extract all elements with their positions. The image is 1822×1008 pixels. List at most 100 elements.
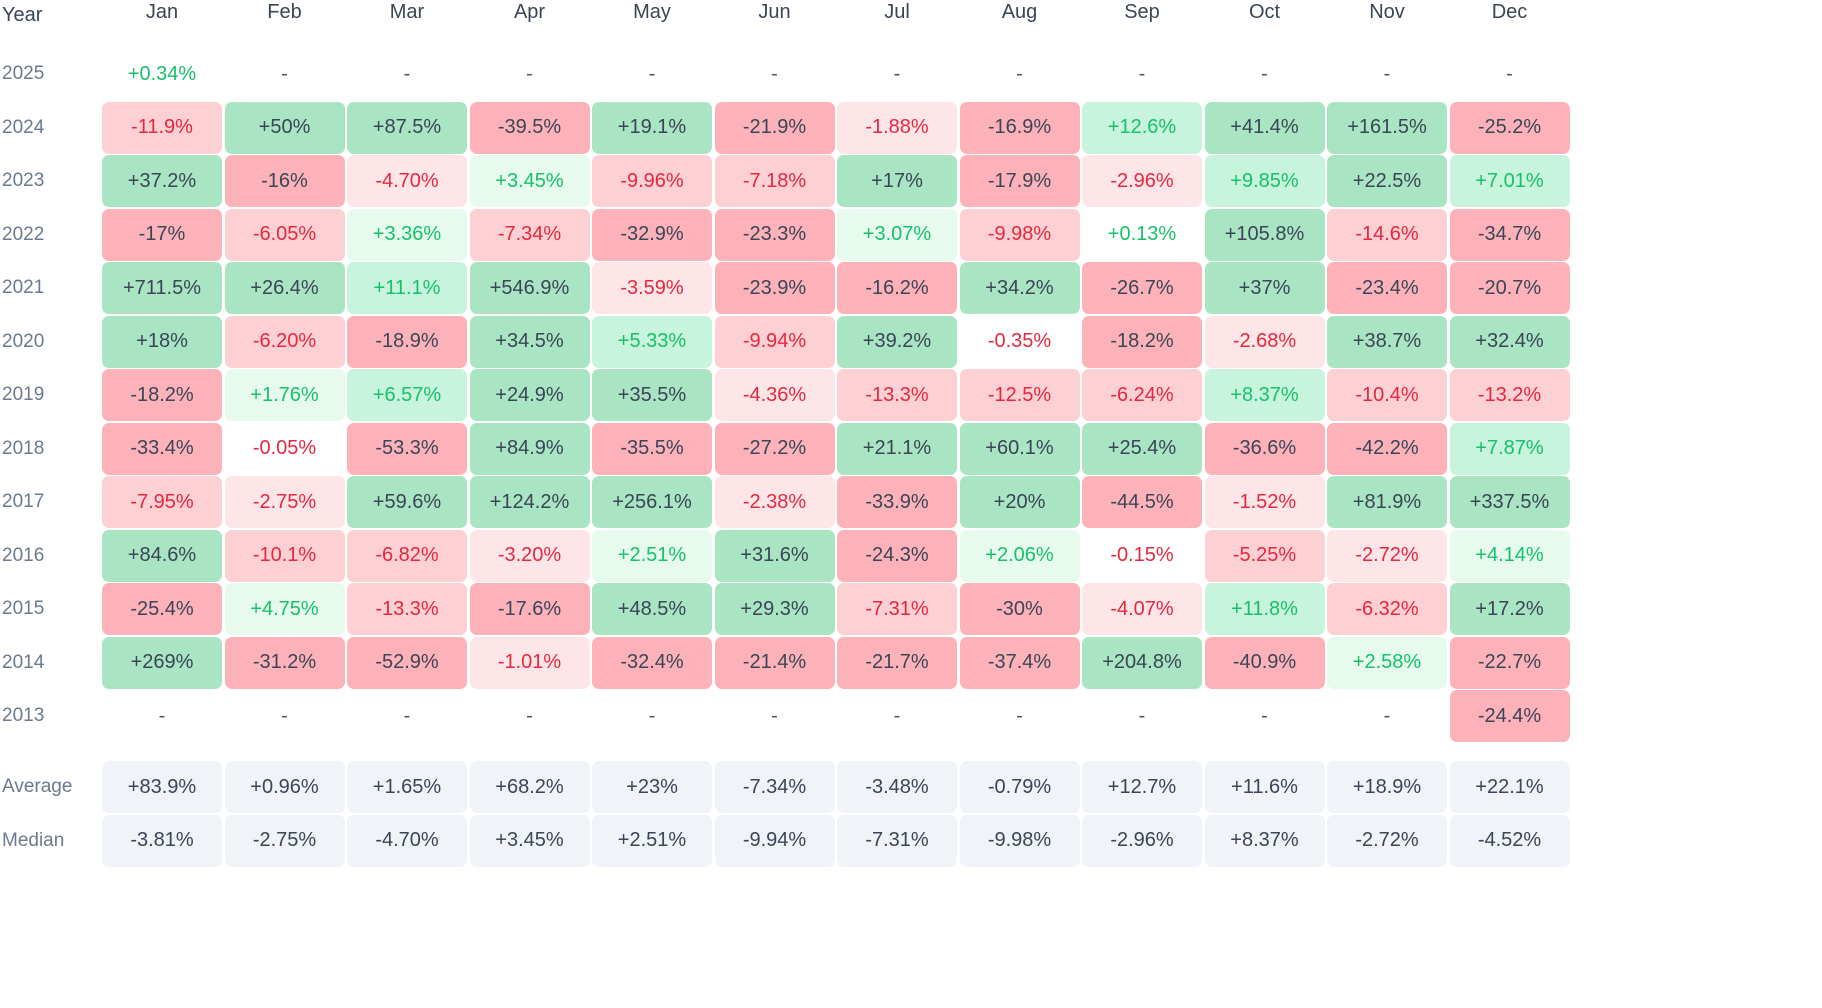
heatmap-cell-2022-feb: -6.05% xyxy=(224,208,345,261)
heatmap-cell-2025-may: - xyxy=(648,62,656,85)
heatmap-cell-2016-jan: +84.6% xyxy=(102,529,222,582)
year-label-2014: 2014 xyxy=(2,651,45,673)
heatmap-cell-2024-feb: +50% xyxy=(224,101,345,154)
summary-cell-median-dec: -4.52% xyxy=(1449,814,1570,867)
summary-cell-median-feb: -2.75% xyxy=(224,814,345,867)
heatmap-cell-2018-aug: +60.1% xyxy=(959,422,1080,475)
heatmap-cell-2021-mar: +11.1% xyxy=(347,262,467,314)
month-header-mar: Mar xyxy=(389,1,425,23)
heatmap-cell-2025-jan: +0.34% xyxy=(127,62,197,85)
month-header-may: May xyxy=(633,1,671,23)
heatmap-cell-2018-apr: +84.9% xyxy=(469,422,590,475)
heatmap-cell-2013-jan: - xyxy=(158,704,166,727)
heatmap-cell-2015-apr: -17.6% xyxy=(469,583,590,635)
heatmap-cell-2019-oct: +8.37% xyxy=(1204,369,1325,421)
heatmap-cell-2018-nov: -42.2% xyxy=(1327,422,1447,475)
heatmap-cell-2017-dec: +337.5% xyxy=(1449,476,1570,528)
heatmap-cell-2021-sep: -26.7% xyxy=(1082,262,1202,314)
heatmap-cell-2019-may: +35.5% xyxy=(592,369,712,421)
heatmap-cell-2022-jul: +3.07% xyxy=(837,208,957,261)
month-header-oct: Oct xyxy=(1248,1,1281,23)
heatmap-cell-2024-dec: -25.2% xyxy=(1449,101,1570,154)
heatmap-cell-2023-apr: +3.45% xyxy=(469,155,590,207)
heatmap-cell-2015-dec: +17.2% xyxy=(1449,583,1570,635)
heatmap-cell-2022-oct: +105.8% xyxy=(1204,208,1325,261)
heatmap-cell-2015-sep: -4.07% xyxy=(1082,583,1202,635)
year-label-2016: 2016 xyxy=(2,544,45,566)
heatmap-cell-2015-oct: +11.8% xyxy=(1204,583,1325,635)
heatmap-cell-2025-dec: - xyxy=(1506,62,1513,85)
heatmap-cell-2020-dec: +32.4% xyxy=(1449,315,1570,368)
summary-cell-median-aug: -9.98% xyxy=(959,814,1080,867)
summary-cell-median-jul: -7.31% xyxy=(837,814,957,867)
summary-cell-median-apr: +3.45% xyxy=(469,814,590,867)
heatmap-cell-2019-feb: +1.76% xyxy=(224,369,345,421)
heatmap-cell-2019-dec: -13.2% xyxy=(1449,369,1570,421)
heatmap-cell-2023-aug: -17.9% xyxy=(959,155,1080,207)
heatmap-cell-2018-dec: +7.87% xyxy=(1449,422,1570,475)
heatmap-cell-2018-may: -35.5% xyxy=(592,422,712,475)
heatmap-cell-2018-feb: -0.05% xyxy=(252,437,317,459)
heatmap-cell-2016-jul: -24.3% xyxy=(837,529,957,582)
heatmap-cell-2021-jan: +711.5% xyxy=(102,262,222,314)
heatmap-cell-2016-sep: -0.15% xyxy=(1110,544,1174,566)
heatmap-cell-2021-dec: -20.7% xyxy=(1449,262,1570,314)
heatmap-cell-2025-mar: - xyxy=(403,62,411,85)
heatmap-cell-2013-mar: - xyxy=(403,704,411,727)
summary-cell-median-sep: -2.96% xyxy=(1082,814,1202,867)
heatmap-cell-2019-jun: -4.36% xyxy=(714,369,835,421)
summary-cell-median-may: +2.51% xyxy=(592,814,712,867)
heatmap-cell-2016-may: +2.51% xyxy=(592,529,712,582)
heatmap-cell-2023-nov: +22.5% xyxy=(1327,155,1447,207)
heatmap-cell-2023-dec: +7.01% xyxy=(1449,155,1570,207)
month-header-nov: Nov xyxy=(1369,1,1405,23)
heatmap-cell-2018-sep: +25.4% xyxy=(1082,422,1202,475)
heatmap-cell-2024-apr: -39.5% xyxy=(469,101,590,154)
heatmap-cell-2023-feb: -16% xyxy=(224,155,345,207)
heatmap-cell-2020-aug: -0.35% xyxy=(987,330,1052,352)
heatmap-cell-2017-sep: -44.5% xyxy=(1082,476,1202,528)
year-label-2020: 2020 xyxy=(2,330,45,352)
month-header-aug: Aug xyxy=(1001,1,1038,23)
heatmap-cell-2025-oct: - xyxy=(1261,62,1268,85)
heatmap-cell-2014-apr: -1.01% xyxy=(469,636,590,689)
heatmap-cell-2016-jun: +31.6% xyxy=(714,529,835,582)
summary-cell-median-oct: +8.37% xyxy=(1204,814,1325,867)
year-label-2013: 2013 xyxy=(2,705,45,726)
heatmap-cell-2014-aug: -37.4% xyxy=(959,636,1080,689)
month-header-sep: Sep xyxy=(1124,1,1160,23)
year-label-2025: 2025 xyxy=(2,63,45,84)
heatmap-cell-2025-apr: - xyxy=(526,62,533,85)
heatmap-cell-2022-aug: -9.98% xyxy=(959,208,1080,261)
heatmap-cell-2015-jul: -7.31% xyxy=(837,583,957,635)
heatmap-cell-2013-sep: - xyxy=(1138,704,1146,727)
heatmap-cell-2014-feb: -31.2% xyxy=(224,636,345,689)
summary-cell-average-feb: +0.96% xyxy=(224,761,345,813)
heatmap-cell-2025-feb: - xyxy=(281,62,288,85)
heatmap-cell-2013-oct: - xyxy=(1261,704,1268,727)
heatmap-cell-2022-dec: -34.7% xyxy=(1449,208,1570,261)
heatmap-cell-2015-jun: +29.3% xyxy=(714,583,835,635)
year-column-header: Year xyxy=(2,4,43,26)
heatmap-cell-2023-jun: -7.18% xyxy=(714,155,835,207)
heatmap-cell-2023-may: -9.96% xyxy=(592,155,712,207)
summary-cell-median-jun: -9.94% xyxy=(714,814,835,867)
heatmap-cell-2016-nov: -2.72% xyxy=(1327,529,1447,582)
heatmap-cell-2020-oct: -2.68% xyxy=(1204,315,1325,368)
summary-cell-average-may: +23% xyxy=(592,761,712,813)
heatmap-cell-2014-jul: -21.7% xyxy=(837,636,957,689)
heatmap-cell-2019-aug: -12.5% xyxy=(959,369,1080,421)
summary-cell-median-nov: -2.72% xyxy=(1327,814,1447,867)
year-label-2022: 2022 xyxy=(2,223,45,245)
heatmap-cell-2014-nov: +2.58% xyxy=(1327,636,1447,689)
summary-cell-median-mar: -4.70% xyxy=(347,814,467,867)
summary-cell-average-mar: +1.65% xyxy=(347,761,467,813)
heatmap-cell-2014-mar: -52.9% xyxy=(347,636,467,689)
heatmap-cell-2017-jun: -2.38% xyxy=(714,476,835,528)
heatmap-cell-2023-oct: +9.85% xyxy=(1204,155,1325,207)
heatmap-cell-2016-oct: -5.25% xyxy=(1204,529,1325,582)
heatmap-cell-2021-oct: +37% xyxy=(1204,262,1325,314)
heatmap-cell-2020-feb: -6.20% xyxy=(224,315,345,368)
month-header-jan: Jan xyxy=(145,1,179,23)
